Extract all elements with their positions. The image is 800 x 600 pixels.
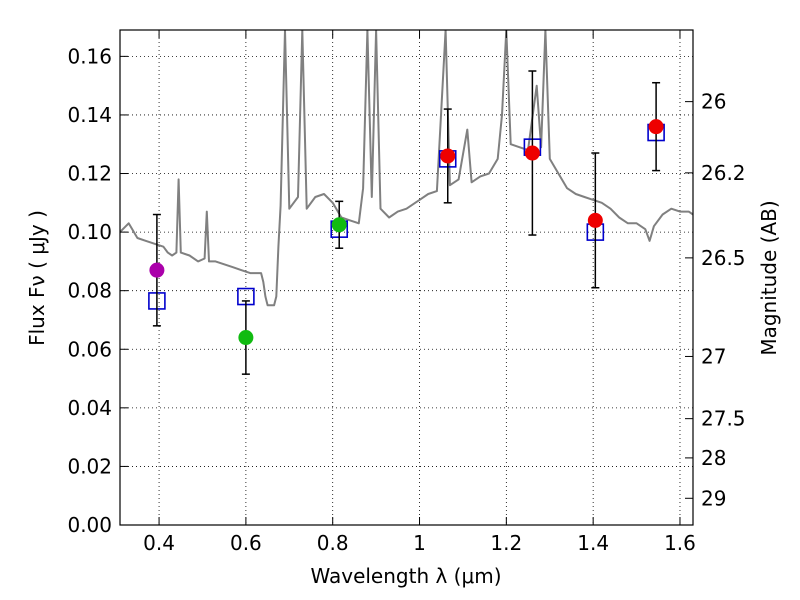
observed-flux-point <box>587 212 603 228</box>
observed-flux-point <box>149 262 165 278</box>
model-spectrum-line <box>120 30 693 307</box>
x-tick-label: 1 <box>413 531 426 555</box>
y-tick-label: 0.00 <box>67 513 112 537</box>
y-tick-label: 0.10 <box>67 220 112 244</box>
plot-frame <box>119 29 694 526</box>
x-tick-label: 1.2 <box>490 531 522 555</box>
y-tick-label: 0.12 <box>67 162 112 186</box>
tick-layer: 0.4 0.6 0.8 1 1.2 1.4 1.6 0.00 0.02 0.04 0.06 0.08 0… <box>67 30 746 555</box>
y-tick-label: 0.06 <box>67 337 112 361</box>
x-tick-label: 1.4 <box>577 531 609 555</box>
mag-tick-label: 28 <box>701 446 726 470</box>
mag-tick-label: 29 <box>701 486 726 510</box>
marker-layer <box>148 70 665 375</box>
y-tick-label: 0.14 <box>67 103 112 127</box>
x-tick-label: 0.8 <box>317 531 349 555</box>
y-tick-label: 0.08 <box>67 279 112 303</box>
x-tick-label: 0.6 <box>230 531 262 555</box>
grid <box>120 30 693 525</box>
observed-flux-point <box>331 217 347 233</box>
x-axis-label: Wavelength λ (μm) <box>310 564 501 588</box>
observed-flux-point <box>440 148 456 164</box>
mag-tick-label: 26.5 <box>701 246 746 270</box>
y-axis-label-right: Magnitude (AB) <box>757 200 781 355</box>
observed-flux-point <box>238 330 254 346</box>
mag-tick-label: 26 <box>701 90 726 114</box>
x-tick-label: 1.6 <box>664 531 696 555</box>
observed-flux-point <box>524 145 540 161</box>
spectrum-layer <box>120 30 693 307</box>
observed-flux-point <box>648 119 664 135</box>
x-tick-label: 0.4 <box>143 531 175 555</box>
mag-tick-label: 26.2 <box>701 161 746 185</box>
mag-tick-label: 27 <box>701 344 726 368</box>
y-axis-label-left: Flux Fν ( μJy ) <box>25 210 49 346</box>
y-tick-label: 0.04 <box>67 396 112 420</box>
y-tick-label: 0.16 <box>67 44 112 68</box>
mag-tick-label: 27.5 <box>701 407 746 431</box>
y-tick-label: 0.02 <box>67 454 112 478</box>
